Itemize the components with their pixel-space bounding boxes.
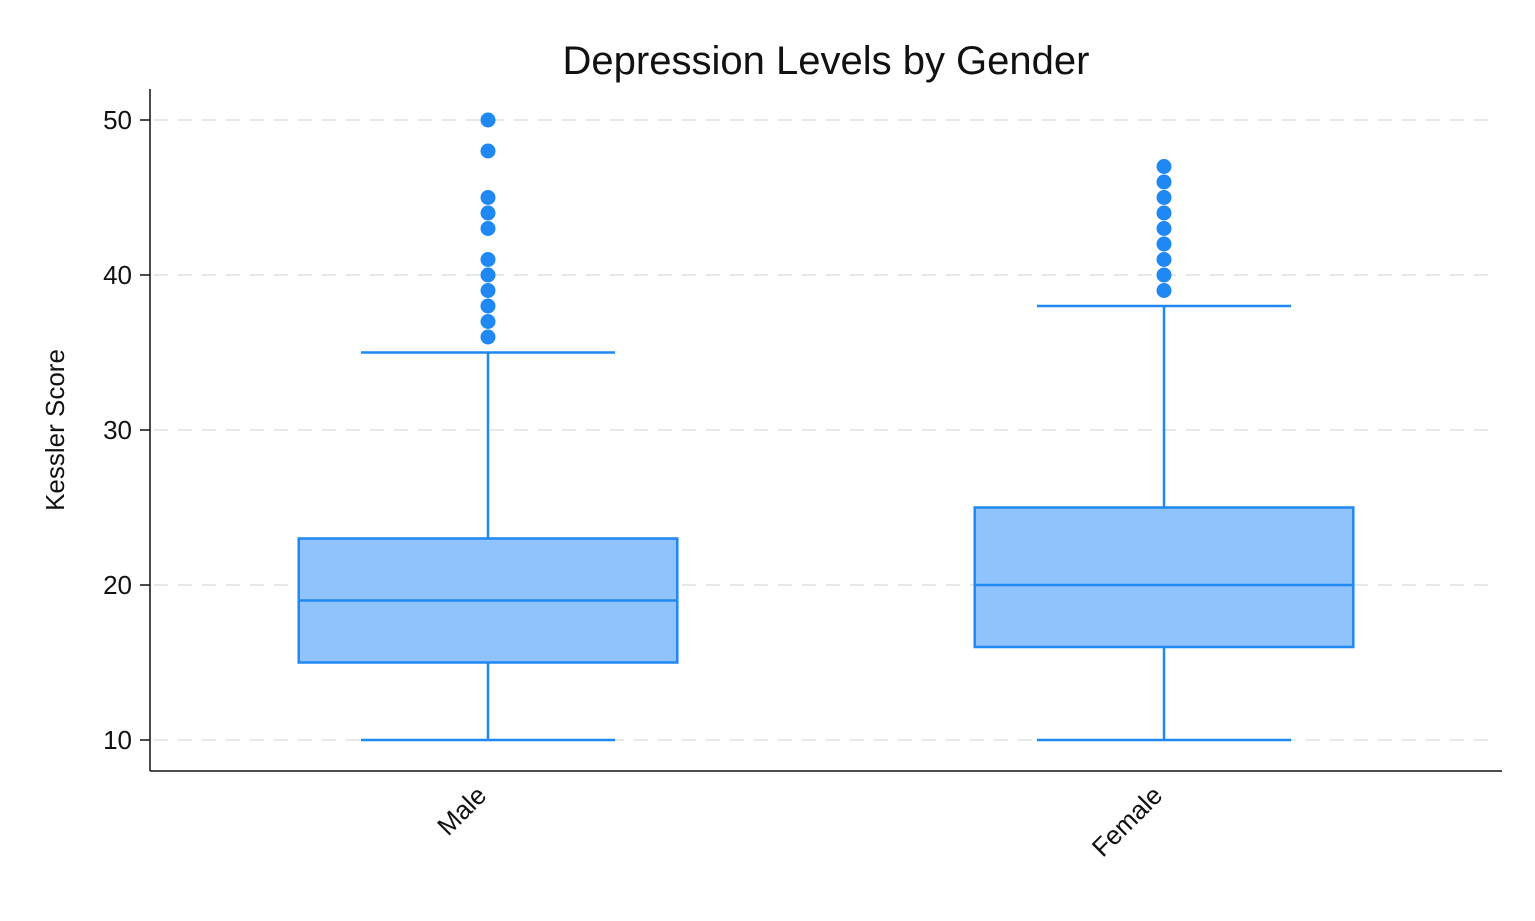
outlier-point	[480, 267, 496, 283]
outlier-point	[1156, 267, 1172, 283]
y-axis-label: Kessler Score	[40, 349, 70, 511]
boxes-layer	[297, 304, 1355, 742]
outlier-point	[480, 221, 496, 236]
x-tick-label: Female	[1086, 780, 1169, 863]
outlier-point	[1156, 159, 1172, 174]
outlier-point	[1156, 236, 1172, 252]
y-tick-label: 20	[103, 570, 132, 600]
outlier-point	[480, 283, 496, 298]
chart-title: Depression Levels by Gender	[563, 39, 1090, 83]
outlier-point	[480, 190, 496, 205]
outlier-point	[480, 112, 496, 128]
y-tick-label: 10	[103, 725, 132, 755]
box-iqr	[973, 506, 1355, 649]
outliers-layer	[480, 112, 1172, 345]
outlier-point	[480, 205, 496, 221]
outlier-point	[1156, 221, 1172, 236]
y-tick-label: 30	[103, 415, 132, 445]
outlier-point	[480, 143, 496, 159]
outlier-point	[480, 298, 496, 314]
y-tick-label: 50	[103, 105, 132, 135]
outlier-point	[1156, 190, 1172, 205]
outlier-point	[480, 314, 496, 329]
y-ticks: 10 20 30 40 50	[103, 105, 150, 755]
x-ticks: Male Female	[431, 780, 1168, 863]
outlier-point	[480, 252, 496, 267]
x-tick-label: Male	[431, 780, 492, 841]
outlier-point	[1156, 174, 1172, 190]
outlier-point	[1156, 252, 1172, 267]
outlier-point	[1156, 283, 1172, 298]
y-tick-label: 40	[103, 260, 132, 290]
outlier-point	[1156, 205, 1172, 221]
outlier-point	[480, 329, 496, 345]
